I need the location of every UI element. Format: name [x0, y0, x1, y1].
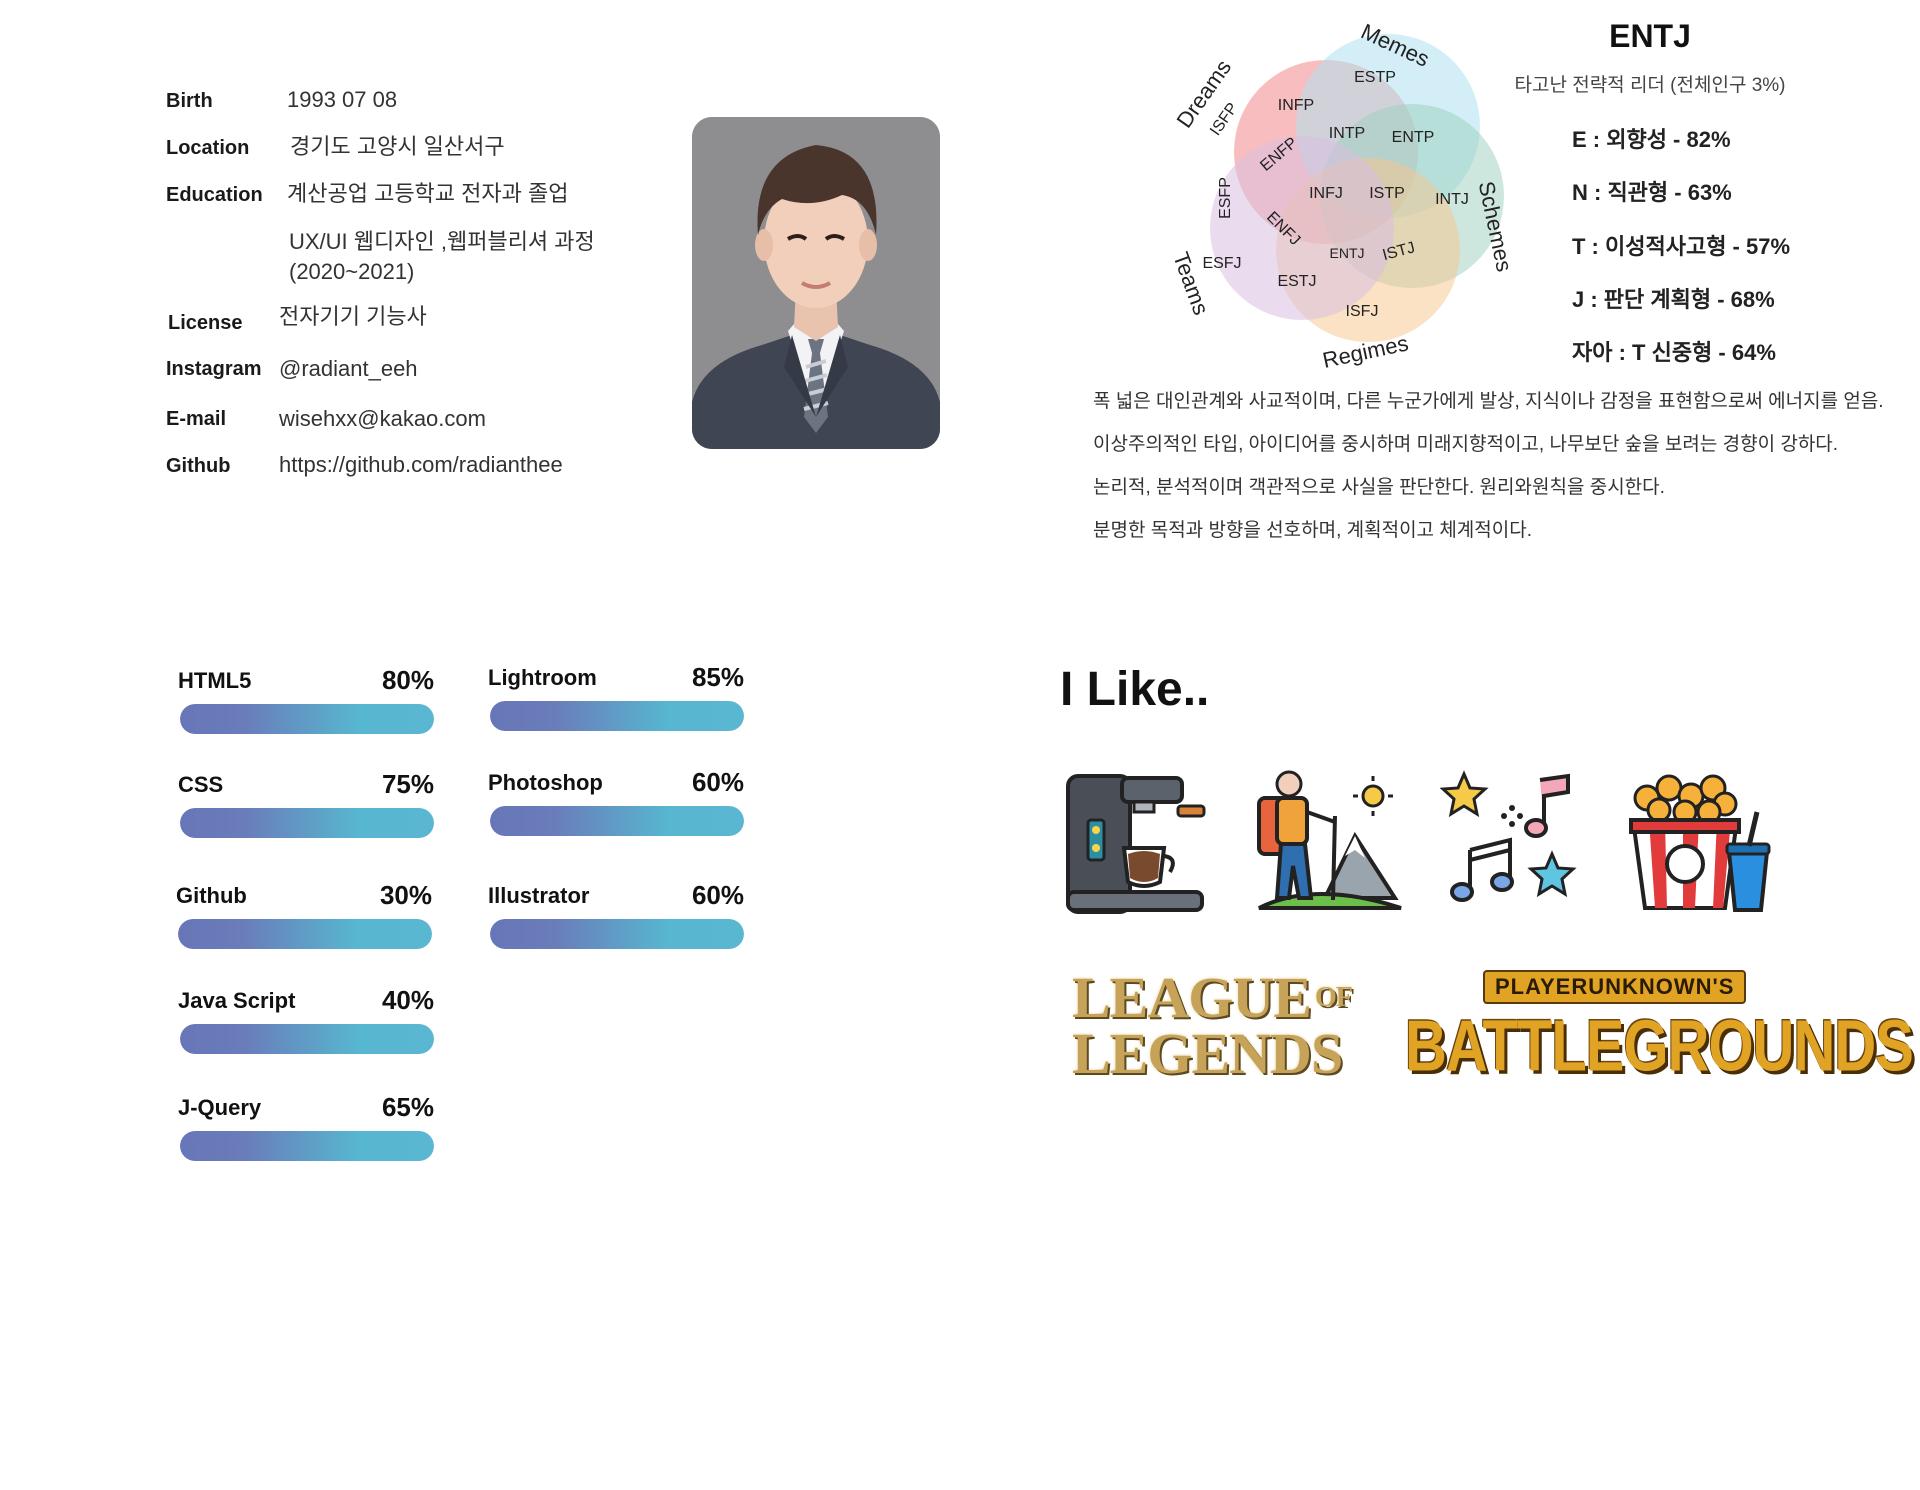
skill-name: J-Query: [178, 1095, 262, 1120]
skill-percent: 85%: [691, 662, 744, 692]
skill-progress-bar: [180, 1024, 434, 1054]
venn-type-infp: INFP: [1278, 97, 1314, 114]
hiking-icon: [1255, 768, 1405, 918]
skill-progress-fill: [180, 808, 434, 838]
trait-t: T : 이성적사고형 - 57%: [1572, 234, 1791, 259]
skill-progress-fill: [180, 1024, 434, 1054]
profile-photo: [692, 117, 940, 449]
trait-e: E : 외향성 - 82%: [1572, 127, 1731, 152]
education-value: 계산공업 고등학교 전자과 졸업: [287, 181, 569, 206]
skill-percent: 40%: [381, 985, 434, 1015]
skill-progress-bar: [180, 704, 434, 734]
venn-type-infj: INFJ: [1309, 185, 1343, 202]
email-label: E-mail: [166, 408, 227, 430]
education-course: UX/UI 웹디자인 ,웹퍼블리셔 과정: [289, 229, 595, 254]
skill-progress-fill: [178, 919, 432, 949]
skill-progress-fill: [490, 806, 744, 836]
education-period: (2020~2021): [289, 259, 415, 284]
mbti-type-title: ENTJ: [1609, 18, 1691, 54]
skill-name: Photoshop: [488, 770, 603, 795]
trait-ego: 자아 : T 신중형 - 64%: [1572, 340, 1776, 365]
trait-j: J : 판단 계획형 - 68%: [1572, 287, 1775, 312]
skill-name: Java Script: [178, 988, 296, 1013]
league-of-legends-logo: LEAGUE OF LEGENDS: [1072, 965, 1353, 1086]
skill-name: HTML5: [178, 668, 252, 693]
venn-type-entj: ENTJ: [1330, 245, 1365, 261]
skill-progress-fill: [490, 919, 744, 949]
skill-percent: 75%: [381, 769, 434, 799]
education-label: Education: [166, 184, 263, 206]
venn-type-intj: INTJ: [1435, 191, 1469, 208]
skill-progress-fill: [490, 701, 744, 731]
mbti-venn-diagram: ESTP ISFP INFP INTP ENTP ENFP INFJ ISTP …: [1160, 14, 1520, 374]
skill-progress-bar: [490, 806, 744, 836]
mbti-description-3: 논리적, 분석적이며 객관적으로 사실을 판단한다. 원리와원칙을 중시한다.: [1093, 477, 1665, 498]
trait-n: N : 직관형 - 63%: [1572, 180, 1732, 205]
venn-type-istp: ISTP: [1369, 185, 1405, 202]
location-value: 경기도 고양시 일산서구: [290, 134, 505, 159]
venn-type-intp: INTP: [1329, 125, 1365, 142]
github-link[interactable]: https://github.com/radianthee: [279, 452, 563, 477]
birth-label: Birth: [166, 90, 213, 112]
skill-name: Github: [176, 883, 247, 908]
venn-type-estp: ESTP: [1354, 69, 1396, 86]
venn-type-esfj: ESFJ: [1202, 255, 1241, 272]
skill-progress-fill: [180, 1131, 434, 1161]
music-icon: [1439, 768, 1590, 918]
license-value: 전자기기 기능사: [279, 304, 427, 329]
popcorn-icon: [1625, 768, 1775, 918]
skill-progress-bar: [490, 919, 744, 949]
skill-name: Illustrator: [488, 883, 590, 908]
venn-type-esfp: ESFP: [1217, 177, 1234, 219]
skill-percent: 30%: [379, 880, 432, 910]
skill-progress-bar: [180, 808, 434, 838]
skill-progress-fill: [180, 704, 434, 734]
github-label: Github: [166, 455, 231, 477]
venn-type-isfj: ISFJ: [1346, 303, 1379, 320]
coffee-machine-icon: [1060, 768, 1210, 918]
skill-name: Lightroom: [488, 665, 597, 690]
skill-percent: 60%: [691, 767, 744, 797]
mbti-description-2: 이상주의적인 타입, 아이디어를 중시하며 미래지향적이고, 나무보단 숲을 보…: [1093, 434, 1839, 455]
skill-name: CSS: [178, 772, 224, 797]
skill-progress-bar: [490, 701, 744, 731]
venn-type-entp: ENTP: [1392, 129, 1435, 146]
license-label: License: [168, 312, 243, 334]
mbti-description-1: 폭 넓은 대인관계와 사교적이며, 다른 누군가에게 발상, 지식이나 감정을 …: [1093, 391, 1884, 412]
skill-progress-bar: [178, 919, 432, 949]
instagram-value[interactable]: @radiant_eeh: [279, 356, 418, 381]
skill-progress-bar: [180, 1131, 434, 1161]
venn-type-estj: ESTJ: [1277, 273, 1316, 290]
pubg-logo: PLAYERUNKNOWN'S BATTLEGROUNDS: [1405, 970, 1914, 1087]
skill-percent: 65%: [381, 1092, 434, 1122]
skill-percent: 60%: [691, 880, 744, 910]
mbti-description-4: 분명한 목적과 방향을 선호하며, 계획적이고 체계적이다.: [1093, 520, 1532, 541]
birth-value: 1993 07 08: [287, 87, 398, 112]
skill-percent: 80%: [381, 665, 434, 695]
location-label: Location: [166, 137, 250, 159]
mbti-subtitle: 타고난 전략적 리더 (전체인구 3%): [1514, 75, 1786, 96]
email-value[interactable]: wisehxx@kakao.com: [279, 406, 486, 431]
instagram-label: Instagram: [166, 358, 262, 380]
likes-title: I Like..: [1060, 663, 1210, 716]
